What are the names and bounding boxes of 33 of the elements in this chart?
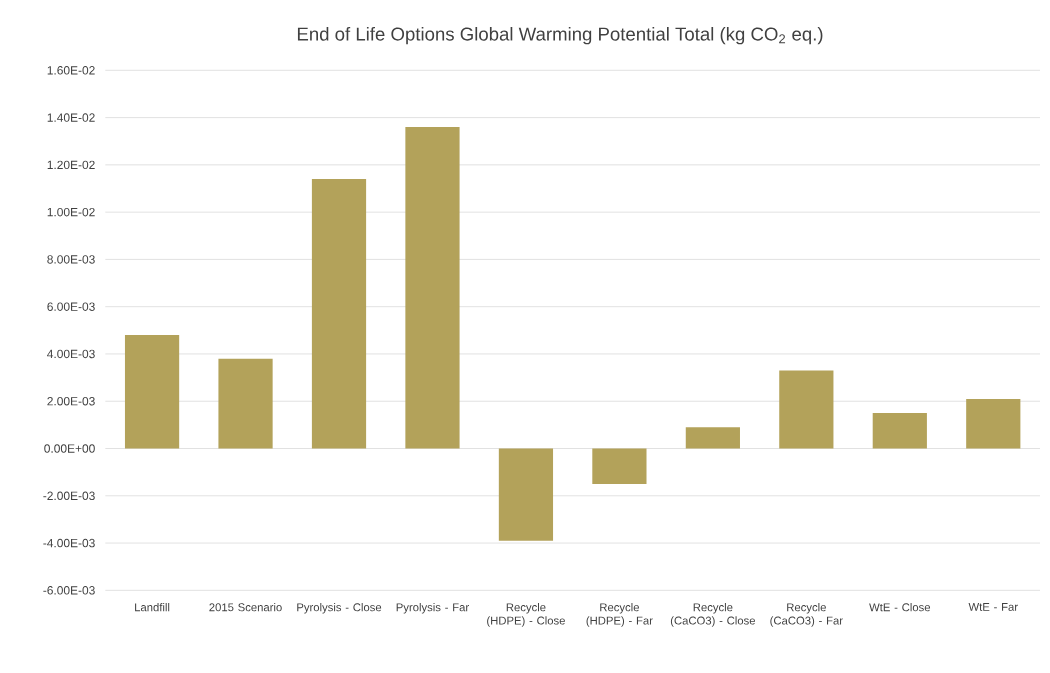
bar xyxy=(311,179,367,449)
x-tick-label: Recycle (HDPE) - Close xyxy=(487,603,565,627)
y-tick-label: -2.00E-03 xyxy=(43,491,95,501)
y-tick-label: -6.00E-03 xyxy=(43,586,95,595)
x-tick-label: 2015 Scenario xyxy=(209,603,282,612)
y-tick-label: 8.00E-03 xyxy=(47,255,95,264)
x-tick-label: WtE - Close xyxy=(869,603,931,612)
y-tick-label: 1.00E-02 xyxy=(47,207,95,217)
y-tick-label: 1.20E-02 xyxy=(47,160,95,170)
x-tick-label: WtE - Far xyxy=(968,603,1018,611)
bar xyxy=(592,448,647,484)
y-tick-label: 6.00E-03 xyxy=(47,302,95,311)
bar xyxy=(966,398,1021,449)
x-tick-label: Recycle (HDPE) - Far xyxy=(586,603,653,627)
bar xyxy=(124,335,180,449)
chart-title: End of Life Options Global Warming Potential Total (kg CO$_{2}$ eq.) xyxy=(297,26,823,45)
bar xyxy=(685,427,740,449)
x-tick-label: Pyrolysis - Far xyxy=(396,603,469,614)
x-tick-label: Landfill xyxy=(135,603,170,612)
y-tick-label: 0.00E+00 xyxy=(44,444,95,453)
bar xyxy=(218,358,273,449)
y-tick-label: 4.00E-03 xyxy=(47,349,95,359)
x-tick-label: Recycle (CaCO3) - Close xyxy=(670,603,756,627)
bar xyxy=(779,370,834,449)
x-tick-label: Pyrolysis - Close xyxy=(297,603,382,614)
bar xyxy=(872,413,927,449)
bar xyxy=(498,448,554,541)
x-tick-label: Recycle (CaCO3) - Far xyxy=(770,603,843,627)
y-tick-label: 1.40E-02 xyxy=(47,113,95,122)
y-tick-label: -4.00E-03 xyxy=(43,538,95,548)
bar xyxy=(405,127,460,449)
y-tick-label: 2.00E-03 xyxy=(47,397,95,406)
y-tick-label: 1.60E-02 xyxy=(47,66,95,75)
